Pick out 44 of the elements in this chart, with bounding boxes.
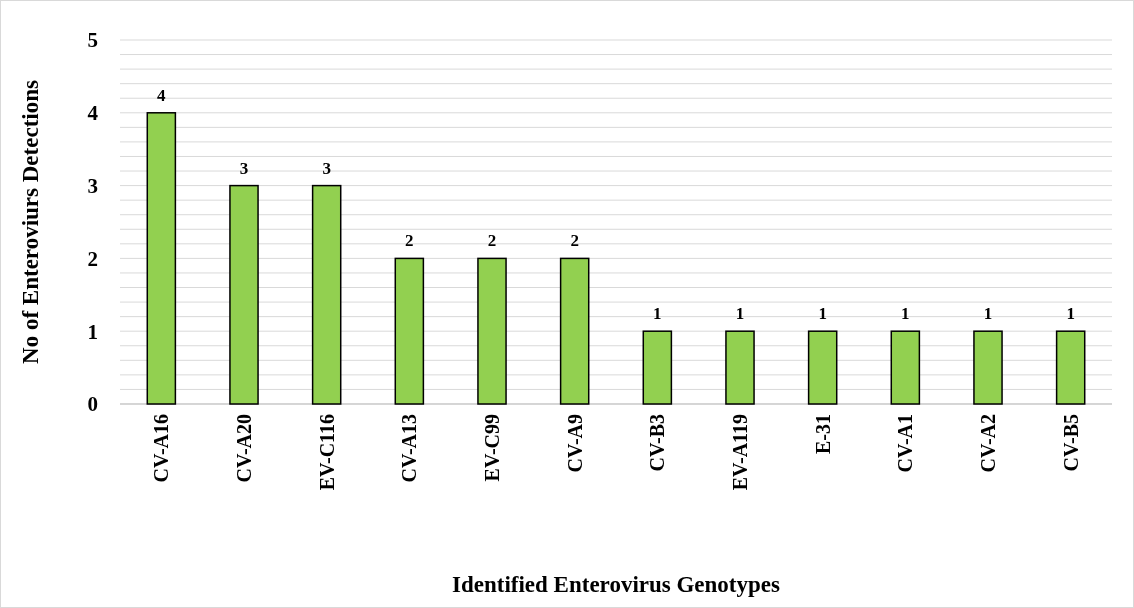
data-label: 1 — [735, 304, 745, 324]
data-label: 1 — [653, 304, 662, 324]
bar — [973, 330, 1003, 405]
bar — [229, 184, 259, 405]
y-axis-title: No of Enteroviurs Detections — [18, 80, 43, 364]
x-tick-label: EV-C116 — [315, 414, 338, 491]
bar — [146, 112, 177, 405]
bar — [311, 184, 342, 405]
y-tick-label: 2 — [87, 246, 98, 271]
bar — [559, 257, 590, 405]
data-label: 2 — [487, 231, 497, 251]
bar — [394, 257, 425, 405]
x-tick-label: CV-A16 — [150, 414, 173, 483]
data-label: 3 — [322, 158, 331, 178]
x-tick-label: E-31 — [811, 414, 834, 454]
y-tick-label: 3 — [87, 173, 98, 198]
y-tick-label: 1 — [87, 319, 98, 344]
x-tick-label: CV-B3 — [646, 414, 669, 472]
x-tick-label: CV-A1 — [894, 414, 917, 473]
x-tick-label: CV-A13 — [398, 414, 421, 483]
bar — [477, 257, 507, 405]
bar — [807, 330, 838, 405]
y-tick-label: 4 — [87, 101, 99, 126]
data-label: 1 — [818, 304, 827, 324]
bar — [890, 330, 921, 405]
data-label: 1 — [901, 304, 910, 324]
data-label: 4 — [157, 85, 167, 105]
data-label: 1 — [1066, 304, 1075, 324]
y-tick-label: 5 — [87, 28, 98, 53]
x-tick-label: CV-A20 — [233, 414, 255, 483]
x-tick-label: EV-A119 — [729, 414, 751, 491]
x-tick-label: CV-A9 — [563, 414, 586, 473]
data-label: 1 — [983, 304, 993, 324]
x-tick-label: CV-A2 — [977, 414, 999, 473]
bar — [725, 330, 755, 405]
data-label: 2 — [405, 231, 414, 251]
x-axis-title: Identified Enterovirus Genotypes — [452, 572, 781, 597]
data-label: 2 — [570, 231, 579, 251]
y-tick-label: 0 — [87, 392, 98, 417]
data-label: 3 — [239, 158, 249, 178]
bar — [1055, 330, 1086, 405]
bar — [642, 330, 673, 405]
x-tick-label: EV-C99 — [481, 414, 503, 482]
x-tick-label: CV-B5 — [1059, 414, 1082, 472]
